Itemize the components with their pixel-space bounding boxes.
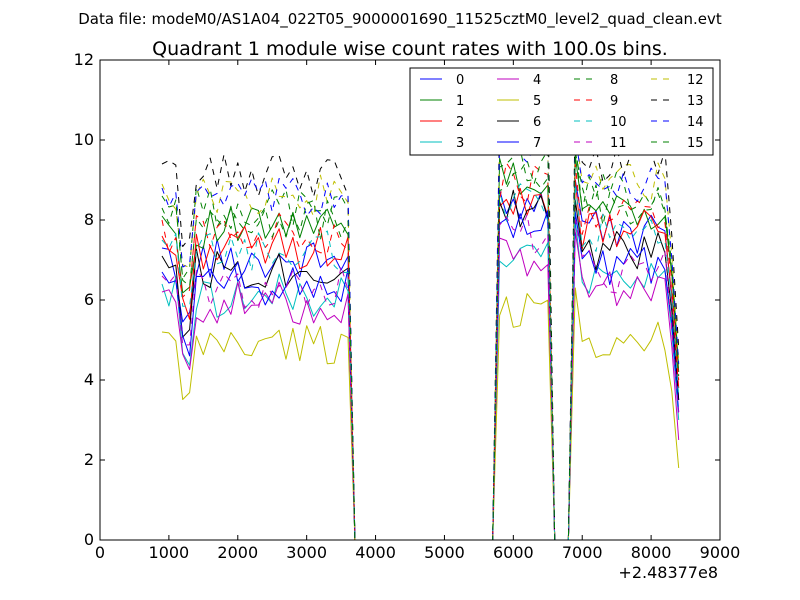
x-tick-label: 3000 [286,543,327,562]
x-axis: 0 1000 2000 3000 4000 5000 6000 7000 8000 9000 [95,60,740,562]
x-tick-label: 6000 [493,543,534,562]
series-layer [161,95,680,540]
y-tick-label: 0 [84,530,94,549]
x-tick-label: 1000 [149,543,190,562]
series-line-15 [161,149,680,540]
legend-label-12: 12 [687,73,704,88]
legend-label-1: 1 [456,94,464,109]
legend-label-14: 14 [687,115,704,130]
legend-label-13: 13 [687,94,704,109]
legend-label-2: 2 [456,115,464,130]
legend-label-5: 5 [533,94,541,109]
legend-label-10: 10 [610,115,627,130]
legend-label-9: 9 [610,94,618,109]
series-line-2 [161,179,680,540]
legend-box [409,67,714,156]
y-tick-label: 4 [84,370,94,389]
series-line-14 [161,129,680,540]
series-line-13 [161,95,680,540]
x-offset-label: +2.48377e8 [618,563,718,582]
legend-label-0: 0 [456,73,464,88]
x-tick-label: 4000 [355,543,396,562]
series-line-12 [161,126,680,540]
x-tick-label: 9000 [700,543,741,562]
y-tick-label: 12 [74,50,94,69]
x-tick-label: 8000 [631,543,672,562]
legend-label-4: 4 [533,73,541,88]
series-line-11 [161,214,680,540]
legend-label-3: 3 [456,136,464,151]
series-line-5 [161,287,680,540]
y-tick-label: 8 [84,210,94,229]
legend-label-7: 7 [533,136,541,151]
chart-title: Quadrant 1 module wise count rates with … [152,38,668,60]
x-tick-label: 7000 [562,543,603,562]
series-line-1 [161,155,680,540]
series-line-8 [161,139,680,540]
y-tick-label: 2 [84,450,94,469]
y-tick-label: 6 [84,290,94,309]
legend-label-8: 8 [610,73,618,88]
legend-label-11: 11 [610,136,627,151]
x-tick-label: 0 [95,543,105,562]
y-tick-label: 10 [74,130,94,149]
x-tick-label: 5000 [424,543,465,562]
figure-suptitle: Data file: modeM0/AS1A04_022T05_90000016… [78,10,722,29]
legend-label-6: 6 [533,115,541,130]
x-tick-label: 2000 [217,543,258,562]
legend-label-15: 15 [687,136,704,151]
series-line-9 [161,162,680,540]
series-line-6 [161,189,680,540]
series-line-7 [161,210,680,540]
